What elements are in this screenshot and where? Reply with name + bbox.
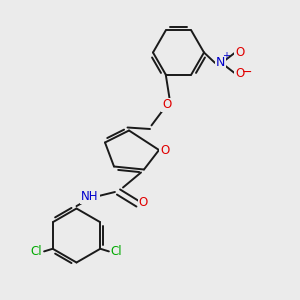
Text: NH: NH	[81, 190, 99, 203]
Text: +: +	[222, 51, 230, 62]
Text: O: O	[236, 67, 244, 80]
Text: O: O	[139, 196, 148, 209]
Text: O: O	[162, 98, 171, 112]
Text: −: −	[242, 66, 253, 79]
Text: N: N	[216, 56, 225, 70]
Text: O: O	[160, 143, 169, 157]
Text: O: O	[236, 46, 244, 59]
Text: Cl: Cl	[31, 245, 42, 258]
Text: Cl: Cl	[111, 245, 122, 258]
